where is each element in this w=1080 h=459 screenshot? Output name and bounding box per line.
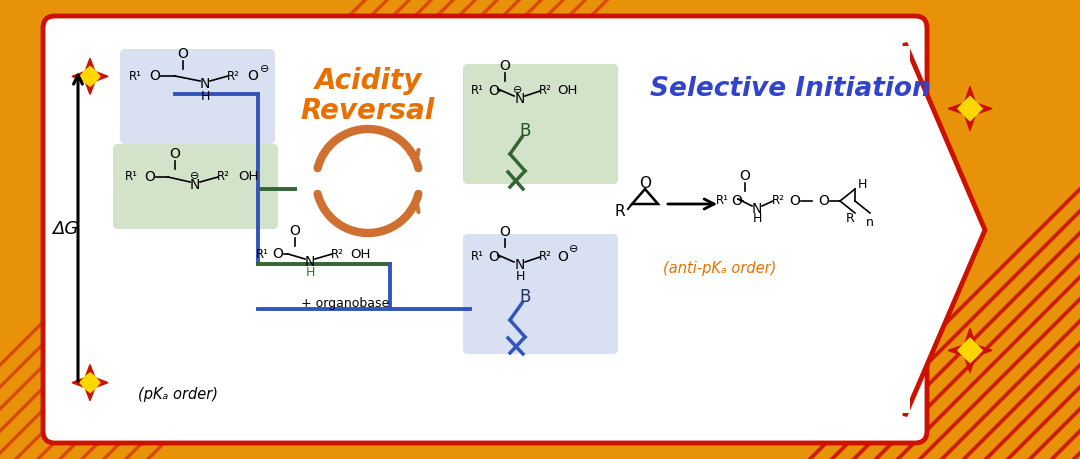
Text: O: O [740, 169, 751, 183]
Text: ΔG: ΔG [52, 220, 78, 238]
Text: R²: R² [227, 69, 240, 83]
Text: O: O [819, 194, 829, 208]
Text: N: N [515, 258, 525, 272]
Text: O: O [557, 250, 568, 264]
Polygon shape [905, 43, 985, 416]
Polygon shape [72, 58, 108, 95]
Text: O: O [272, 247, 283, 261]
FancyBboxPatch shape [43, 16, 927, 443]
Text: OH: OH [238, 170, 258, 184]
Bar [890, 46, 910, 413]
Text: B: B [519, 288, 530, 306]
Text: ⊖: ⊖ [190, 171, 200, 181]
Text: O: O [639, 177, 651, 191]
Text: C: C [178, 69, 188, 83]
Text: R²: R² [539, 84, 552, 97]
Text: N: N [752, 202, 762, 216]
Text: n: n [866, 215, 874, 229]
Text: ⊖: ⊖ [260, 64, 270, 74]
Polygon shape [948, 328, 993, 372]
Text: N: N [200, 77, 211, 91]
Text: H: H [858, 178, 866, 190]
Text: R²: R² [771, 195, 784, 207]
Text: H: H [306, 267, 314, 280]
Text: (anti-pKₐ order): (anti-pKₐ order) [663, 262, 777, 276]
Text: OH: OH [350, 247, 370, 261]
Text: H: H [753, 213, 761, 225]
Polygon shape [948, 87, 993, 131]
FancyBboxPatch shape [113, 144, 278, 229]
Text: Acidity: Acidity [314, 67, 421, 95]
Text: O: O [731, 194, 742, 208]
Text: O: O [289, 224, 300, 238]
Text: O: O [149, 69, 161, 83]
Text: O: O [488, 84, 499, 98]
Text: O: O [488, 250, 499, 264]
Text: (pKₐ order): (pKₐ order) [138, 386, 218, 402]
Text: O: O [789, 194, 800, 208]
Text: R²: R² [217, 170, 229, 184]
Text: ⊖: ⊖ [569, 244, 579, 254]
Text: N: N [305, 255, 315, 269]
Polygon shape [958, 338, 982, 363]
Text: O: O [500, 225, 511, 239]
Text: Selective Initiation: Selective Initiation [650, 76, 930, 102]
Text: R²: R² [330, 247, 343, 261]
Polygon shape [80, 67, 100, 86]
Text: Reversal: Reversal [301, 97, 435, 125]
Text: R¹: R¹ [471, 84, 484, 97]
Text: R¹: R¹ [716, 195, 729, 207]
Text: O: O [170, 147, 180, 161]
Text: R²: R² [539, 251, 552, 263]
Polygon shape [958, 96, 982, 121]
Text: OH: OH [557, 84, 577, 97]
Text: R¹: R¹ [129, 69, 141, 83]
Text: ⊖: ⊖ [513, 85, 523, 95]
Text: H: H [200, 90, 210, 102]
Text: O: O [145, 170, 156, 184]
FancyBboxPatch shape [120, 49, 275, 144]
Text: R¹: R¹ [124, 170, 137, 184]
Text: B: B [519, 122, 530, 140]
FancyBboxPatch shape [463, 64, 618, 184]
Text: R: R [846, 213, 854, 225]
Text: O: O [247, 69, 258, 83]
FancyBboxPatch shape [463, 234, 618, 354]
Text: O: O [500, 59, 511, 73]
Text: N: N [190, 178, 200, 192]
Text: H: H [515, 269, 525, 282]
Polygon shape [80, 373, 100, 392]
Text: N: N [515, 92, 525, 106]
Text: O: O [177, 47, 188, 61]
Text: + organobase: + organobase [301, 297, 389, 310]
Text: R¹: R¹ [471, 251, 484, 263]
Text: R: R [615, 205, 625, 219]
Polygon shape [72, 364, 108, 401]
Text: R¹: R¹ [256, 247, 269, 261]
